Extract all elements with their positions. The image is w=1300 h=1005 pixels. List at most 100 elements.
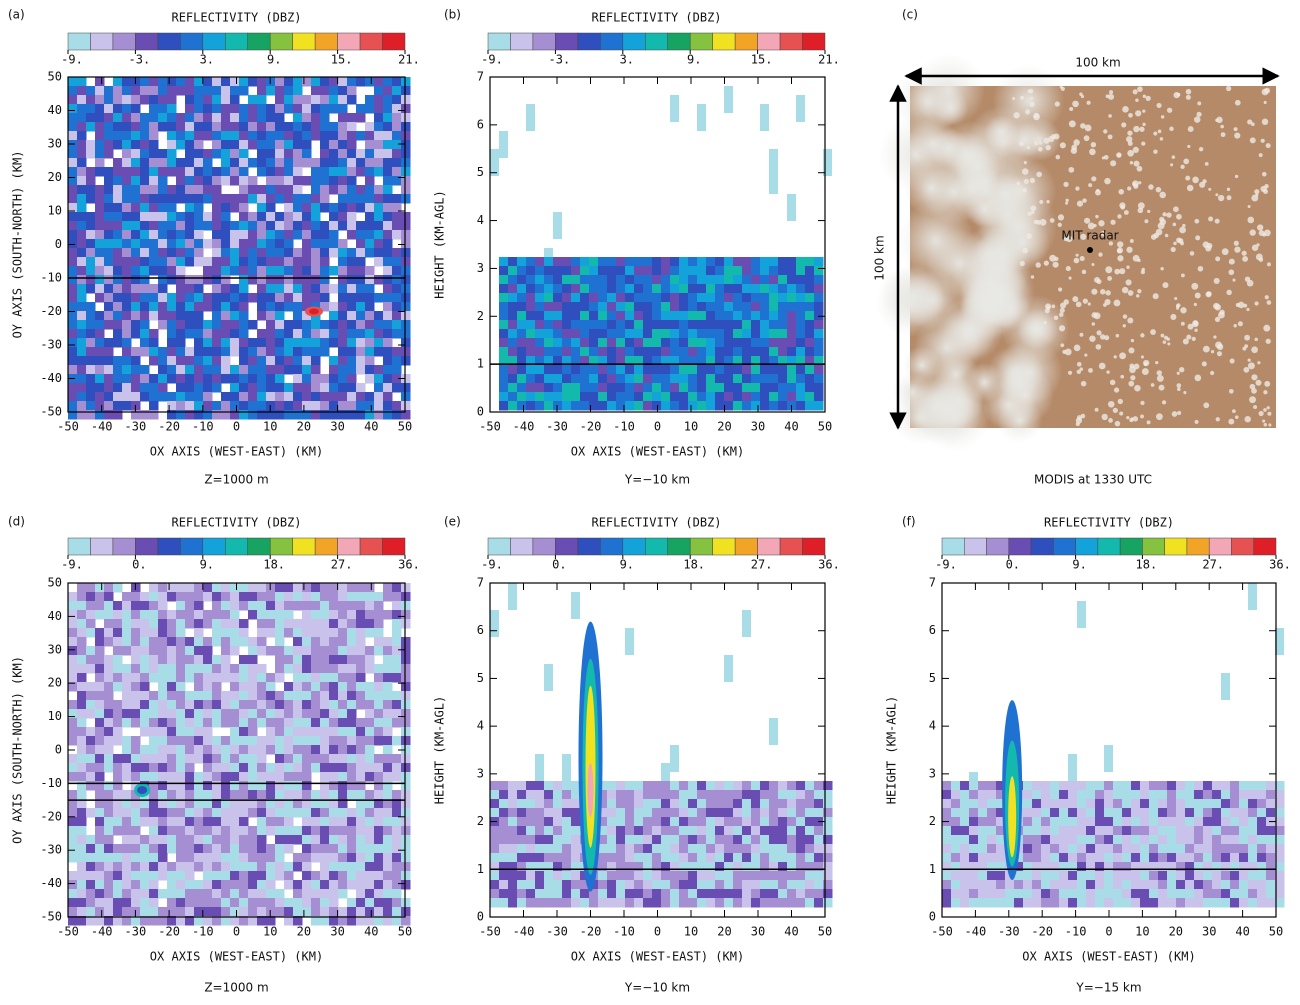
field-texture <box>221 601 231 611</box>
cumulus <box>1261 139 1265 143</box>
field-texture <box>769 401 779 411</box>
field-texture <box>751 871 761 881</box>
field-texture <box>338 601 348 611</box>
cumulus <box>1220 125 1224 129</box>
field-texture <box>158 844 168 854</box>
cumulus <box>1266 339 1271 344</box>
field-texture <box>814 338 824 348</box>
cumulus <box>1031 211 1034 214</box>
field-texture <box>86 655 96 665</box>
field-texture <box>248 266 258 276</box>
field-texture <box>113 401 123 411</box>
field-texture <box>86 230 96 240</box>
field-texture <box>688 302 698 312</box>
field-texture <box>553 275 563 285</box>
field-texture <box>293 158 303 168</box>
field-texture <box>365 628 375 638</box>
field-texture <box>796 826 806 836</box>
field-texture <box>158 835 168 845</box>
field-texture <box>122 374 132 384</box>
field-texture <box>796 95 805 122</box>
field-texture <box>562 392 572 402</box>
field-texture <box>230 365 240 375</box>
field-texture <box>113 619 123 629</box>
cumulus <box>1128 290 1134 296</box>
field-texture <box>311 844 321 854</box>
field-texture <box>131 329 141 339</box>
field-texture <box>284 826 294 836</box>
field-texture <box>356 383 366 393</box>
field-texture <box>311 329 321 339</box>
field-texture <box>338 158 348 168</box>
field-texture <box>122 221 132 231</box>
field-texture <box>275 844 285 854</box>
field-texture <box>212 212 222 222</box>
field-texture <box>248 763 258 773</box>
field-texture <box>733 826 743 836</box>
field-texture <box>149 673 159 683</box>
field-texture <box>329 736 339 746</box>
field-texture <box>266 239 276 249</box>
field-texture <box>68 835 78 845</box>
field-texture <box>733 383 743 393</box>
field-texture <box>176 619 186 629</box>
field-texture <box>760 257 770 267</box>
field-texture <box>383 610 393 620</box>
field-texture <box>634 799 644 809</box>
cumulus <box>1129 363 1134 368</box>
field-texture <box>140 889 150 899</box>
field-texture <box>77 808 87 818</box>
field-texture <box>338 275 348 285</box>
field-texture <box>625 898 635 908</box>
field-texture <box>356 392 366 402</box>
field-texture <box>257 610 267 620</box>
field-texture <box>401 781 411 791</box>
cumulus <box>1244 335 1250 341</box>
field-texture <box>167 338 177 348</box>
field-texture <box>598 329 608 339</box>
field-texture <box>275 194 285 204</box>
field-texture <box>248 113 258 123</box>
cumulus <box>1127 186 1131 190</box>
field-texture <box>212 374 222 384</box>
field-texture <box>221 203 231 213</box>
field-texture <box>760 880 770 890</box>
x-tick-label: 20 <box>717 925 731 939</box>
x-tick-label: -50 <box>479 420 501 434</box>
field-texture <box>257 754 267 764</box>
field-texture <box>185 781 195 791</box>
field-texture <box>239 275 249 285</box>
field-texture <box>598 293 608 303</box>
field-texture <box>122 745 132 755</box>
field-texture <box>158 230 168 240</box>
field-texture <box>356 700 366 710</box>
field-texture <box>302 230 312 240</box>
field-texture <box>320 392 330 402</box>
field-texture <box>329 610 339 620</box>
field-texture <box>293 221 303 231</box>
field-texture <box>149 655 159 665</box>
field-texture <box>706 320 716 330</box>
field-texture <box>365 664 375 674</box>
field-texture <box>616 374 626 384</box>
field-texture <box>347 194 357 204</box>
field-texture <box>293 338 303 348</box>
field-texture <box>760 284 770 294</box>
field-texture <box>329 203 339 213</box>
field-texture <box>77 727 87 737</box>
field-texture <box>275 709 285 719</box>
field-texture <box>760 383 770 393</box>
field-texture <box>131 167 141 177</box>
field-texture <box>733 338 743 348</box>
field-texture <box>149 347 159 357</box>
field-texture <box>365 835 375 845</box>
field-texture <box>329 401 339 411</box>
cumulus <box>1232 279 1235 282</box>
field-texture <box>248 889 258 899</box>
field-texture <box>652 781 662 791</box>
field-texture <box>787 329 797 339</box>
field-texture <box>625 338 635 348</box>
field-texture <box>401 113 411 123</box>
field-texture <box>149 826 159 836</box>
field-texture <box>661 853 671 863</box>
